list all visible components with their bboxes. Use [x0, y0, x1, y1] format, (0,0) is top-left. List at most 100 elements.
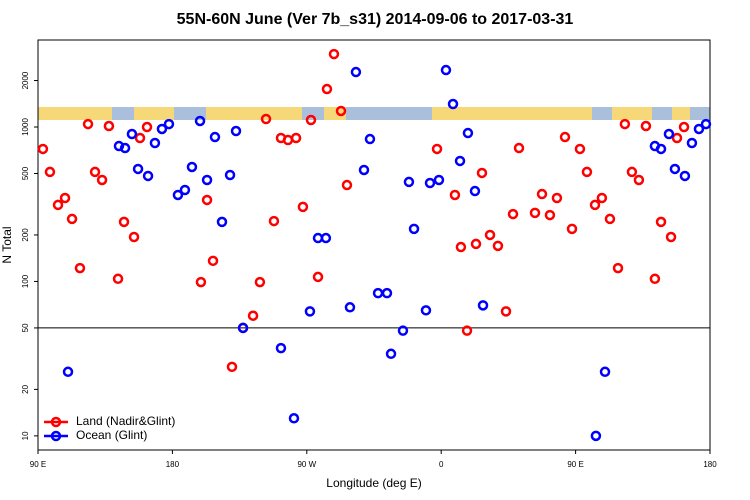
point	[372, 287, 384, 299]
point	[408, 223, 420, 235]
point	[268, 215, 280, 227]
point	[424, 177, 436, 189]
point	[142, 170, 154, 182]
point	[566, 223, 578, 235]
point	[118, 216, 130, 228]
point	[66, 213, 78, 225]
x-tick-label: 0	[439, 460, 444, 469]
legend-label: Land (Nadir&Glint)	[76, 414, 175, 428]
point	[350, 66, 362, 78]
point	[335, 105, 347, 117]
y-tick-label: 20	[21, 384, 30, 393]
point	[381, 287, 393, 299]
point	[195, 276, 207, 288]
x-tick-label: 90 W	[297, 460, 316, 469]
point	[74, 262, 86, 274]
point	[476, 167, 488, 179]
point	[230, 125, 242, 137]
point	[59, 192, 71, 204]
point	[700, 118, 712, 130]
point	[477, 300, 489, 311]
point	[237, 322, 249, 334]
point	[559, 131, 571, 143]
point	[461, 325, 473, 336]
point	[665, 231, 677, 243]
point	[633, 174, 645, 186]
point	[207, 255, 219, 267]
point	[254, 276, 266, 288]
point	[507, 208, 519, 220]
point	[128, 231, 140, 243]
point	[149, 137, 161, 149]
point	[596, 192, 608, 204]
y-tick-label: 50	[21, 323, 30, 332]
point	[649, 273, 661, 285]
point	[397, 325, 409, 336]
point	[112, 273, 124, 285]
point	[321, 83, 333, 95]
point	[431, 143, 443, 155]
point	[492, 240, 504, 252]
y-axis-label: N Total	[0, 226, 14, 263]
land-band	[432, 107, 592, 120]
y-tick-label: 500	[21, 166, 30, 180]
chart-title: 55N-60N June (Ver 7b_s31) 2014-09-06 to …	[177, 11, 574, 28]
point	[679, 170, 691, 182]
point	[224, 169, 236, 181]
point	[134, 132, 146, 144]
y-tick-label: 2000	[21, 71, 30, 89]
land-band	[612, 107, 652, 120]
point	[304, 306, 316, 317]
y-tick-label: 200	[21, 228, 30, 242]
point	[172, 189, 184, 201]
point	[328, 48, 340, 60]
point	[275, 342, 287, 354]
point	[282, 134, 294, 146]
y-tick-label: 100	[21, 274, 30, 288]
point	[119, 142, 131, 154]
point	[440, 64, 452, 76]
land-band	[206, 107, 302, 120]
land-band	[324, 107, 346, 120]
land-band	[672, 107, 690, 120]
point	[312, 271, 324, 283]
point	[156, 123, 168, 135]
point	[201, 194, 213, 206]
point	[551, 192, 563, 204]
point	[454, 155, 466, 167]
point	[126, 128, 138, 140]
point	[37, 143, 49, 155]
point	[500, 306, 512, 317]
point	[132, 163, 144, 175]
point	[449, 189, 461, 201]
point	[433, 174, 445, 186]
land-sea-strip	[38, 107, 710, 120]
point	[186, 161, 198, 173]
point	[341, 179, 353, 191]
point	[619, 118, 631, 130]
point	[655, 216, 667, 228]
point	[305, 114, 317, 126]
y-tick-label: 1000	[21, 118, 30, 136]
point	[62, 366, 74, 378]
point	[604, 213, 616, 225]
point	[403, 176, 415, 188]
point	[216, 216, 228, 228]
land-band	[38, 107, 112, 120]
point	[678, 121, 690, 133]
point	[209, 131, 221, 143]
x-tick-label: 180	[703, 460, 717, 469]
legend-marker	[50, 416, 62, 428]
legend-label: Ocean (Glint)	[76, 428, 147, 442]
point	[201, 174, 213, 186]
x-tick-label: 90 E	[567, 460, 583, 469]
legend-marker	[50, 430, 62, 442]
point	[462, 127, 474, 139]
point	[544, 209, 556, 221]
point	[226, 361, 238, 373]
point	[655, 143, 667, 155]
point	[288, 413, 300, 424]
point	[344, 302, 356, 313]
point	[385, 348, 397, 360]
